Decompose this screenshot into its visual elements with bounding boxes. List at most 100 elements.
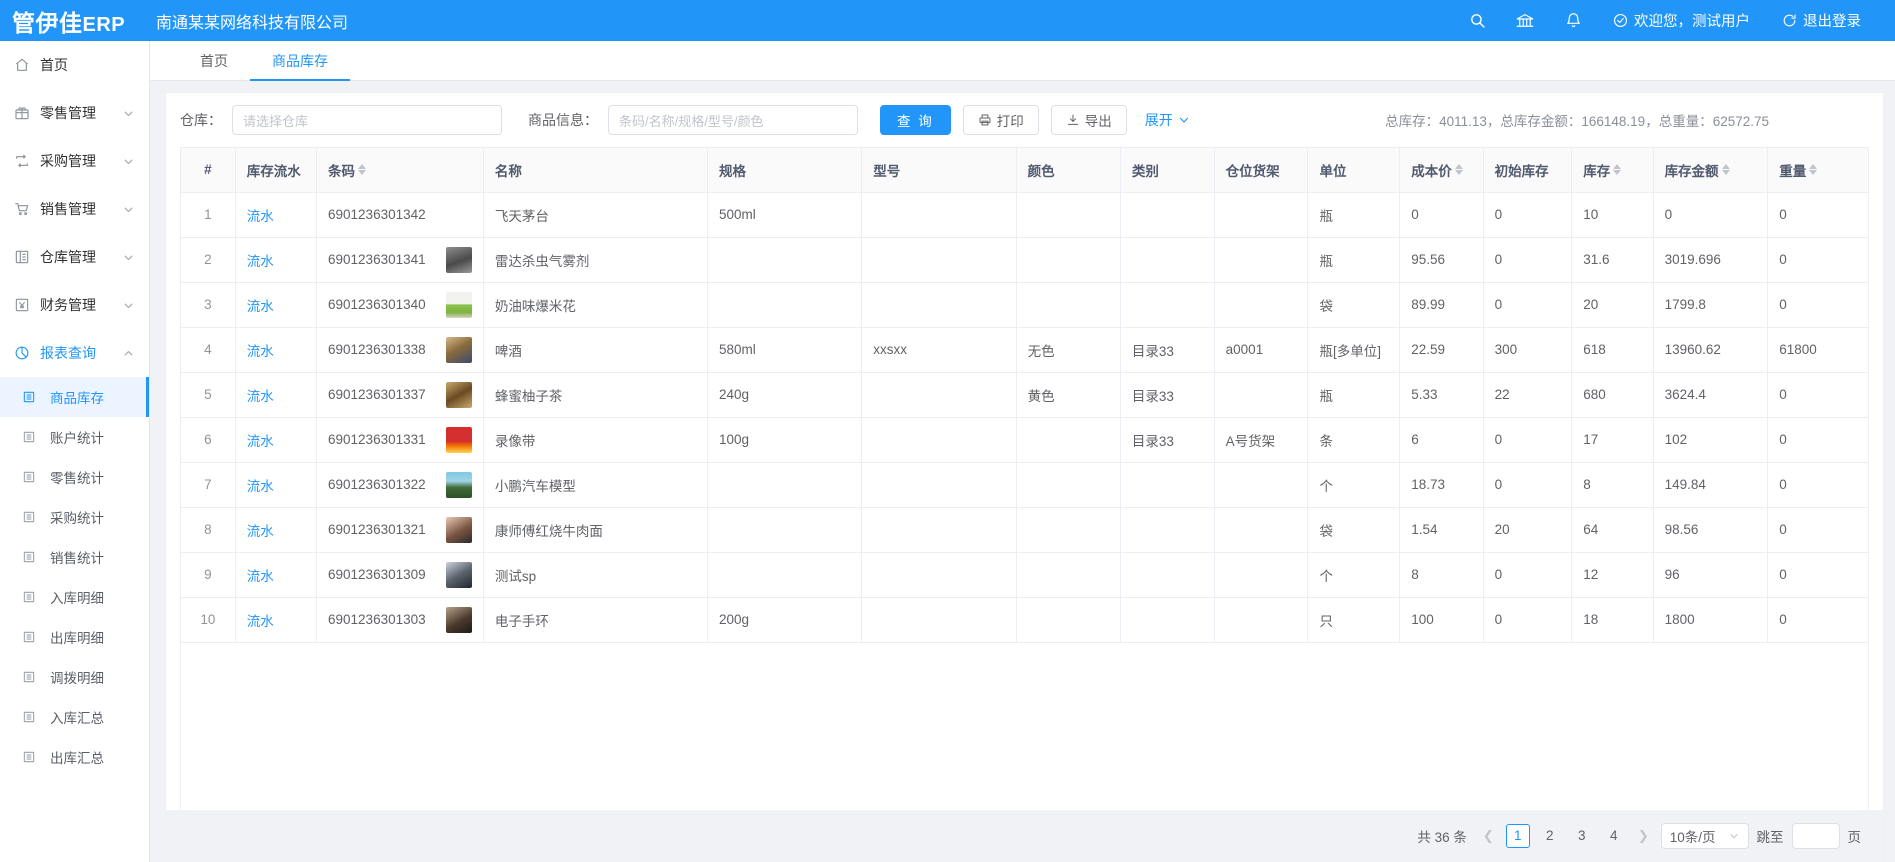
sidebar-subitem-inbound-detail[interactable]: 入库明细 <box>0 577 149 617</box>
sidebar-subitem-account-stats[interactable]: 账户统计 <box>0 417 149 457</box>
bank-icon[interactable] <box>1501 0 1549 41</box>
sidebar-subitem-inbound-summary[interactable]: 入库汇总 <box>0 697 149 737</box>
table-row[interactable]: 8 流水 6901236301321 康师傅红烧牛肉面 袋 1.54 20 64 98.56 0 <box>181 507 1868 553</box>
app-logo[interactable]: 管伊佳ERP <box>0 4 150 38</box>
cell-index: 7 <box>181 462 236 508</box>
bell-icon[interactable] <box>1549 0 1597 41</box>
stock-flow-link[interactable]: 流水 <box>246 388 274 404</box>
table-row[interactable]: 4 流水 6901236301338 啤酒 580ml xxsxx 无色 目录33 a0001 瓶… <box>181 327 1868 373</box>
chevron-right-icon[interactable]: ❯ <box>1637 828 1649 843</box>
col-label: # <box>204 162 212 178</box>
table-row[interactable]: 7 流水 6901236301322 小鹏汽车模型个 18.73 0 8 149.84 0 <box>181 462 1868 508</box>
page-number-1[interactable]: 1 <box>1505 824 1530 848</box>
product-thumbnail[interactable] <box>445 471 472 498</box>
product-thumbnail[interactable] <box>445 246 472 273</box>
sidebar-item-purchase[interactable]: 采购管理 <box>0 137 149 185</box>
table-row[interactable]: 6 流水 6901236301331 录像带 100g 目录33 A号货架条 6 0 17 102 0 <box>181 417 1868 463</box>
stock-flow-link[interactable]: 流水 <box>246 298 274 314</box>
table-row[interactable]: 9 流水 6901236301309 测试sp 个 8 0 12 96 0 <box>181 552 1868 598</box>
sidebar-subitem-outbound-detail[interactable]: 出库明细 <box>0 617 149 657</box>
cell-spec <box>707 507 863 553</box>
cell-unit: 只 <box>1307 597 1401 643</box>
cell-stock_amount: 96 <box>1653 552 1769 598</box>
sidebar-item-warehouse[interactable]: 仓库管理 <box>0 233 149 281</box>
page-number-2[interactable]: 2 <box>1546 828 1554 843</box>
col-header-cost[interactable]: 成本价 <box>1399 148 1484 193</box>
sidebar-subitem-product-stock[interactable]: 商品库存 <box>0 377 149 417</box>
table-row[interactable]: 2 流水 6901236301341 雷达杀虫气雾剂瓶 95.56 0 31.6 3019.6… <box>181 237 1868 283</box>
sidebar-item-label: 报表查询 <box>40 345 96 361</box>
cell-shelf <box>1214 282 1309 328</box>
cell-stock_amount: 1799.8 <box>1653 282 1769 328</box>
cell-color <box>1016 507 1121 553</box>
cell-flow: 流水 <box>235 327 318 373</box>
stock-flow-link[interactable]: 流水 <box>246 433 274 449</box>
query-button[interactable]: 查 询 <box>880 105 951 135</box>
product-thumbnail[interactable] <box>445 381 472 408</box>
expand-toggle[interactable]: 展开 <box>1145 110 1191 130</box>
stock-flow-link[interactable]: 流水 <box>246 343 274 359</box>
stock-table-container[interactable]: # 库存流水 条码 名称 规格 型号 颜色 类别 仓位货架 单位 <box>180 147 1869 810</box>
cell-model <box>861 192 1017 238</box>
cell-index: 3 <box>181 282 236 328</box>
warehouse-icon <box>14 249 36 265</box>
cell-index: 2 <box>181 237 236 283</box>
sort-icon[interactable] <box>1454 164 1463 176</box>
product-thumbnail[interactable] <box>445 291 472 318</box>
barcode-text: 6901236301321 <box>328 522 426 537</box>
export-button[interactable]: 导出 <box>1050 105 1127 135</box>
search-icon[interactable] <box>1453 0 1501 41</box>
col-header-barcode[interactable]: 条码 <box>316 148 484 193</box>
warehouse-select[interactable]: 请选择仓库 <box>232 105 502 135</box>
cell-stock_amount: 102 <box>1653 417 1769 463</box>
product-thumbnail[interactable] <box>445 606 472 633</box>
sidebar-subitem-retail-stats[interactable]: 零售统计 <box>0 457 149 497</box>
tab-product-stock[interactable]: 商品库存 <box>250 42 350 81</box>
sidebar-subitem-outbound-summary[interactable]: 出库汇总 <box>0 737 149 777</box>
tab-home[interactable]: 首页 <box>200 53 228 69</box>
sidebar-subitem-transfer-detail[interactable]: 调拨明细 <box>0 657 149 697</box>
sidebar-item-report[interactable]: 报表查询 <box>0 329 149 377</box>
table-row[interactable]: 1 流水 6901236301342 飞天茅台 500ml 瓶 0 0 10 0 0 <box>181 192 1868 238</box>
stock-flow-link[interactable]: 流水 <box>246 523 274 539</box>
stock-flow-link[interactable]: 流水 <box>246 208 274 224</box>
table-row[interactable]: 3 流水 6901236301340 奶油味爆米花袋 89.99 0 20 1799.8 0 <box>181 282 1868 328</box>
product-thumbnail[interactable] <box>445 426 472 453</box>
sidebar-item-retail[interactable]: 零售管理 <box>0 89 149 137</box>
sidebar-subitem-purchase-stats[interactable]: 采购统计 <box>0 497 149 537</box>
cell-color <box>1016 597 1121 643</box>
print-button[interactable]: 打印 <box>962 105 1039 135</box>
goods-search-input[interactable]: 条码/名称/规格/型号/颜色 <box>608 105 858 135</box>
page-number-4[interactable]: 4 <box>1610 828 1618 843</box>
sidebar-subitem-sales-stats[interactable]: 销售统计 <box>0 537 149 577</box>
sort-icon[interactable] <box>1721 164 1730 176</box>
col-header-stock[interactable]: 库存 <box>1571 148 1654 193</box>
page-size-select[interactable]: 10条/页 <box>1660 823 1749 849</box>
welcome-user[interactable]: 欢迎您，测试用户 <box>1597 0 1766 41</box>
stock-flow-link[interactable]: 流水 <box>246 613 274 629</box>
product-thumbnail[interactable] <box>445 516 472 543</box>
stock-flow-link[interactable]: 流水 <box>246 478 274 494</box>
stock-flow-link[interactable]: 流水 <box>246 253 274 269</box>
product-thumbnail[interactable] <box>445 561 472 588</box>
col-header-stock-amount[interactable]: 库存金额 <box>1653 148 1769 193</box>
page-number-3[interactable]: 3 <box>1578 828 1586 843</box>
stock-flow-link[interactable]: 流水 <box>246 568 274 584</box>
chevron-left-icon[interactable]: ❮ <box>1482 828 1494 843</box>
table-row[interactable]: 5 流水 6901236301337 蜂蜜柚子茶 240g 黄色 目录33 瓶 5.33 22 68… <box>181 372 1868 418</box>
col-header-weight[interactable]: 重量 <box>1767 148 1868 193</box>
sort-icon[interactable] <box>1809 164 1818 176</box>
logout-button[interactable]: 退出登录 <box>1766 0 1877 41</box>
sidebar-item-sales[interactable]: 销售管理 <box>0 185 149 233</box>
product-thumbnail[interactable] <box>445 336 472 363</box>
sidebar-item-home[interactable]: 首页 <box>0 41 149 89</box>
jump-page-input[interactable] <box>1791 823 1840 849</box>
cell-color <box>1016 417 1121 463</box>
table-row[interactable]: 10 流水 6901236301303 电子手环 200g 只 100 0 18 1800 0 <box>181 597 1868 643</box>
app-body: 首页 零售管理 <box>0 41 1895 862</box>
sort-icon[interactable] <box>1613 164 1622 176</box>
sidebar-item-finance[interactable]: 财务管理 <box>0 281 149 329</box>
sidebar-item-label: 采购管理 <box>40 153 96 169</box>
sort-icon[interactable] <box>358 164 367 176</box>
sidebar-subitem-label: 入库汇总 <box>50 711 104 726</box>
